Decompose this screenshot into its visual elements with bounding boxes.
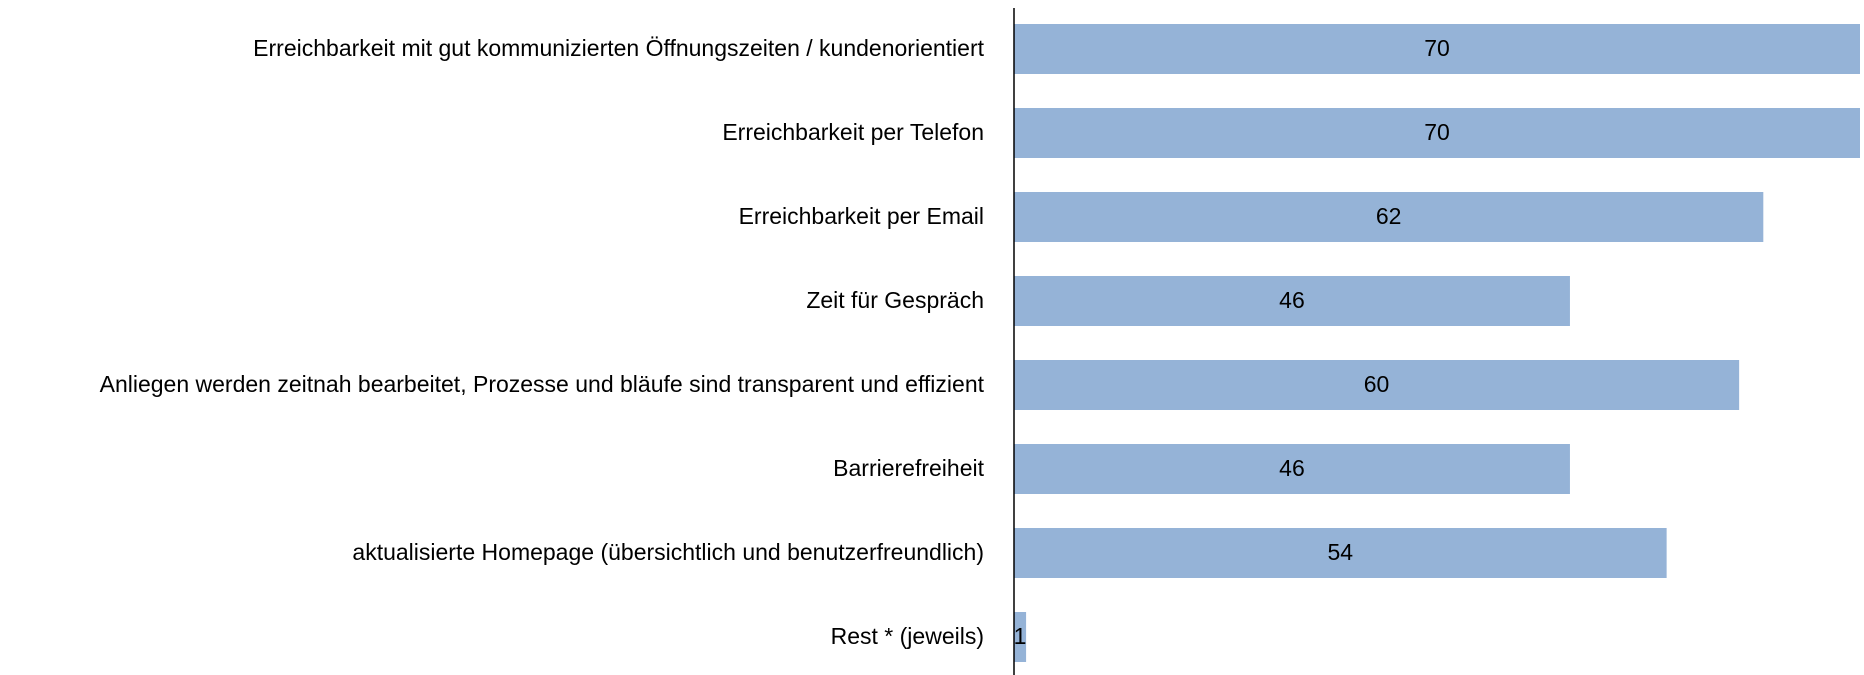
category-label: Zeit für Gespräch xyxy=(806,287,984,313)
category-label: aktualisierte Homepage (übersichtlich un… xyxy=(352,539,984,565)
value-label: 46 xyxy=(1279,287,1305,313)
bar xyxy=(1014,108,1860,158)
bar xyxy=(1014,192,1764,242)
bar xyxy=(1014,444,1570,494)
bar xyxy=(1014,276,1570,326)
value-label: 62 xyxy=(1376,203,1402,229)
value-label: 1 xyxy=(1014,623,1027,649)
category-label: Erreichbarkeit per Telefon xyxy=(722,119,984,145)
bar xyxy=(1014,528,1667,578)
value-label: 70 xyxy=(1424,35,1450,61)
bar xyxy=(1014,360,1740,410)
category-label: Erreichbarkeit mit gut kommunizierten Öf… xyxy=(253,35,984,61)
value-label: 54 xyxy=(1328,539,1354,565)
value-label: 70 xyxy=(1424,119,1450,145)
category-label: Barrierefreiheit xyxy=(833,455,984,481)
category-label: Erreichbarkeit per Email xyxy=(739,203,984,229)
bar xyxy=(1014,612,1027,662)
category-label: Rest * (jeweils) xyxy=(831,623,984,649)
value-label: 60 xyxy=(1364,371,1390,397)
value-label: 46 xyxy=(1279,455,1305,481)
bar xyxy=(1014,24,1860,74)
category-label: Anliegen werden zeitnah bearbeitet, Proz… xyxy=(100,371,985,397)
